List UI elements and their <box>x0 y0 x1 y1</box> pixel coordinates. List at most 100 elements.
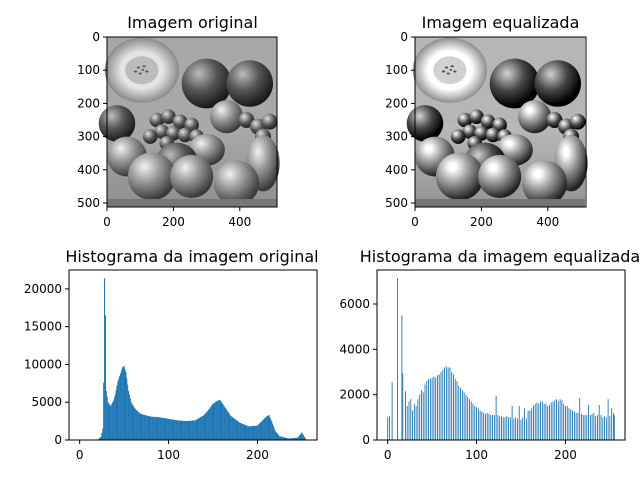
equalized-histogram-bar <box>563 403 565 440</box>
original-histogram-bar <box>150 416 152 440</box>
original-histogram-bar <box>238 421 240 440</box>
equalized-histogram-y-tick-label: 4000 <box>339 342 370 356</box>
original-image-x-tick-label: 400 <box>228 215 251 229</box>
original-histogram-bar <box>232 417 234 440</box>
original-histogram-bar <box>142 414 144 440</box>
original-histogram-bar <box>141 414 143 440</box>
original-histogram-bar <box>262 420 264 440</box>
original-histogram-bar <box>297 436 299 440</box>
original-histogram-x-tick-label: 100 <box>157 448 180 462</box>
original-histogram-bar <box>120 373 122 440</box>
original-histogram-bar <box>259 422 261 440</box>
original-histogram-bar <box>287 438 289 440</box>
equalized-histogram-bar <box>470 401 472 440</box>
original-histogram-bar <box>151 416 153 440</box>
original-histogram-bar <box>264 418 266 440</box>
equalized-histogram-bar <box>557 401 559 440</box>
original-histogram-bar <box>127 384 129 440</box>
original-histogram-bar <box>256 425 258 440</box>
equalized-histogram-bar <box>476 407 478 440</box>
original-histogram-bar <box>288 438 290 440</box>
original-histogram-bar <box>294 437 296 440</box>
original-histogram-bar <box>147 415 149 440</box>
original-histogram-bar <box>139 413 141 440</box>
original-histogram-bar <box>132 405 134 440</box>
equalized-histogram-bar <box>458 385 460 440</box>
original-histogram-bar <box>278 435 280 440</box>
original-histogram-bar <box>268 415 270 440</box>
original-histogram-bar <box>216 400 218 440</box>
equalized-image-y-tick-label: 500 <box>385 196 408 210</box>
original-histogram-bar <box>292 438 294 440</box>
original-histogram-bar <box>272 426 274 440</box>
original-histogram-bar <box>110 406 112 440</box>
original-histogram-bar <box>229 414 231 440</box>
equalized-histogram-bar <box>488 413 490 440</box>
panel-equalized-histogram: Histograma da imagem equalizada 0 100 2000… <box>339 247 640 462</box>
original-histogram-bar <box>195 419 197 440</box>
original-histogram-bar <box>266 416 268 440</box>
equalized-histogram-bar <box>532 406 534 440</box>
equalized-histogram-bar <box>424 384 426 440</box>
original-histogram-bar <box>247 426 249 440</box>
equalized-histogram-bar <box>484 413 486 440</box>
original-histogram-bar <box>202 415 204 440</box>
original-histogram-bar <box>163 418 165 440</box>
equalized-histogram-bar <box>412 410 414 440</box>
equalized-histogram-bar <box>479 410 481 440</box>
original-histogram-bar <box>214 402 216 440</box>
equalized-histogram-bar <box>402 373 404 440</box>
equalized-histogram-bar <box>516 418 518 440</box>
original-histogram-bar <box>248 426 250 440</box>
original-histogram-bar <box>225 409 227 440</box>
original-histogram-bar <box>269 417 271 440</box>
equalized-histogram-bar <box>445 366 447 440</box>
equalized-image-x-tick-label: 400 <box>536 215 559 229</box>
original-image-y-tick-label: 400 <box>77 163 100 177</box>
original-histogram-bar <box>187 420 189 440</box>
equalized-histogram-bar <box>586 415 588 440</box>
equalized-image-x-tick-label: 200 <box>470 215 493 229</box>
equalized-histogram-bar <box>442 369 444 440</box>
equalized-histogram-bar <box>547 406 549 440</box>
original-image-picture <box>98 37 280 207</box>
equalized-histogram-x-tick-label: 100 <box>465 448 488 462</box>
equalized-image-y-tick-label: 400 <box>385 163 408 177</box>
original-image-y-tick-label: 100 <box>77 63 100 77</box>
equalized-histogram-bar <box>502 417 504 440</box>
equalized-histogram-bar <box>493 415 495 440</box>
equalized-histogram-bar <box>436 375 438 440</box>
equalized-histogram-bar <box>472 403 474 440</box>
original-histogram-bar <box>160 417 162 440</box>
equalized-histogram-bar <box>520 419 522 440</box>
original-histogram-bar <box>152 416 154 440</box>
original-image-y-tick-label: 200 <box>77 96 100 110</box>
original-histogram-bar <box>157 417 159 440</box>
equalized-histogram-bar <box>474 406 476 440</box>
original-histogram-bar <box>166 418 168 440</box>
equalized-histogram-bar <box>490 415 492 440</box>
original-image-frame <box>106 36 278 208</box>
original-histogram-bar <box>258 423 260 440</box>
original-histogram-bar <box>240 423 242 440</box>
original-histogram-bar <box>286 438 288 440</box>
original-histogram-bar <box>169 419 171 440</box>
original-histogram-bar <box>210 406 212 440</box>
original-histogram-bar <box>105 390 107 440</box>
original-histogram-bar <box>277 434 279 440</box>
equalized-histogram-bar <box>420 390 422 440</box>
original-histogram-bar <box>113 397 115 440</box>
original-histogram-bar <box>265 416 267 440</box>
equalized-histogram-bar <box>607 399 609 440</box>
equalized-histogram-bar <box>456 381 458 440</box>
equalized-histogram-bar <box>536 402 538 440</box>
equalized-histogram-bar <box>483 412 485 440</box>
equalized-histogram-bar <box>506 416 508 440</box>
original-histogram-bar <box>112 402 114 440</box>
equalized-histogram-bar <box>579 398 581 440</box>
original-histogram-bar <box>274 430 276 440</box>
original-histogram-bar <box>120 370 122 440</box>
equalized-histogram-bar <box>556 399 558 440</box>
equalized-histogram-bar <box>435 377 437 440</box>
equalized-histogram-bar <box>548 404 550 440</box>
